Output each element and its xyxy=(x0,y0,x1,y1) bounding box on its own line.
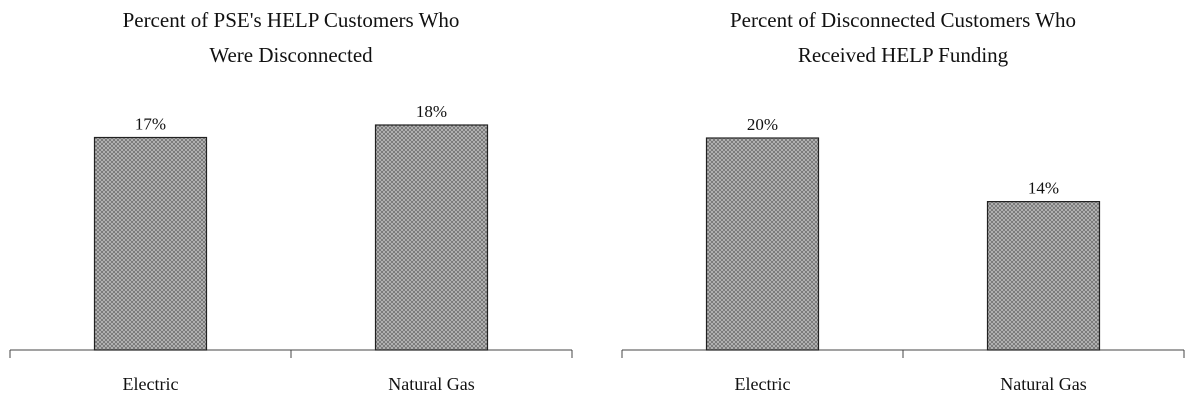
value-label: 20% xyxy=(747,115,778,134)
chart-title: Were Disconnected xyxy=(209,43,373,67)
x-tick-label: Natural Gas xyxy=(388,374,474,394)
bar xyxy=(93,136,208,351)
chart-title: Percent of PSE's HELP Customers Who xyxy=(123,8,460,32)
value-label: 17% xyxy=(135,114,166,133)
bar xyxy=(705,137,820,351)
chart-title: Percent of Disconnected Customers Who xyxy=(730,8,1076,32)
value-label: 18% xyxy=(416,102,447,121)
x-tick-label: Natural Gas xyxy=(1000,374,1086,394)
x-tick-label: Electric xyxy=(735,374,791,394)
value-label: 14% xyxy=(1028,179,1059,198)
bar xyxy=(986,201,1101,351)
x-tick-label: Electric xyxy=(123,374,179,394)
bar xyxy=(374,124,489,351)
chart-title: Received HELP Funding xyxy=(798,43,1009,67)
